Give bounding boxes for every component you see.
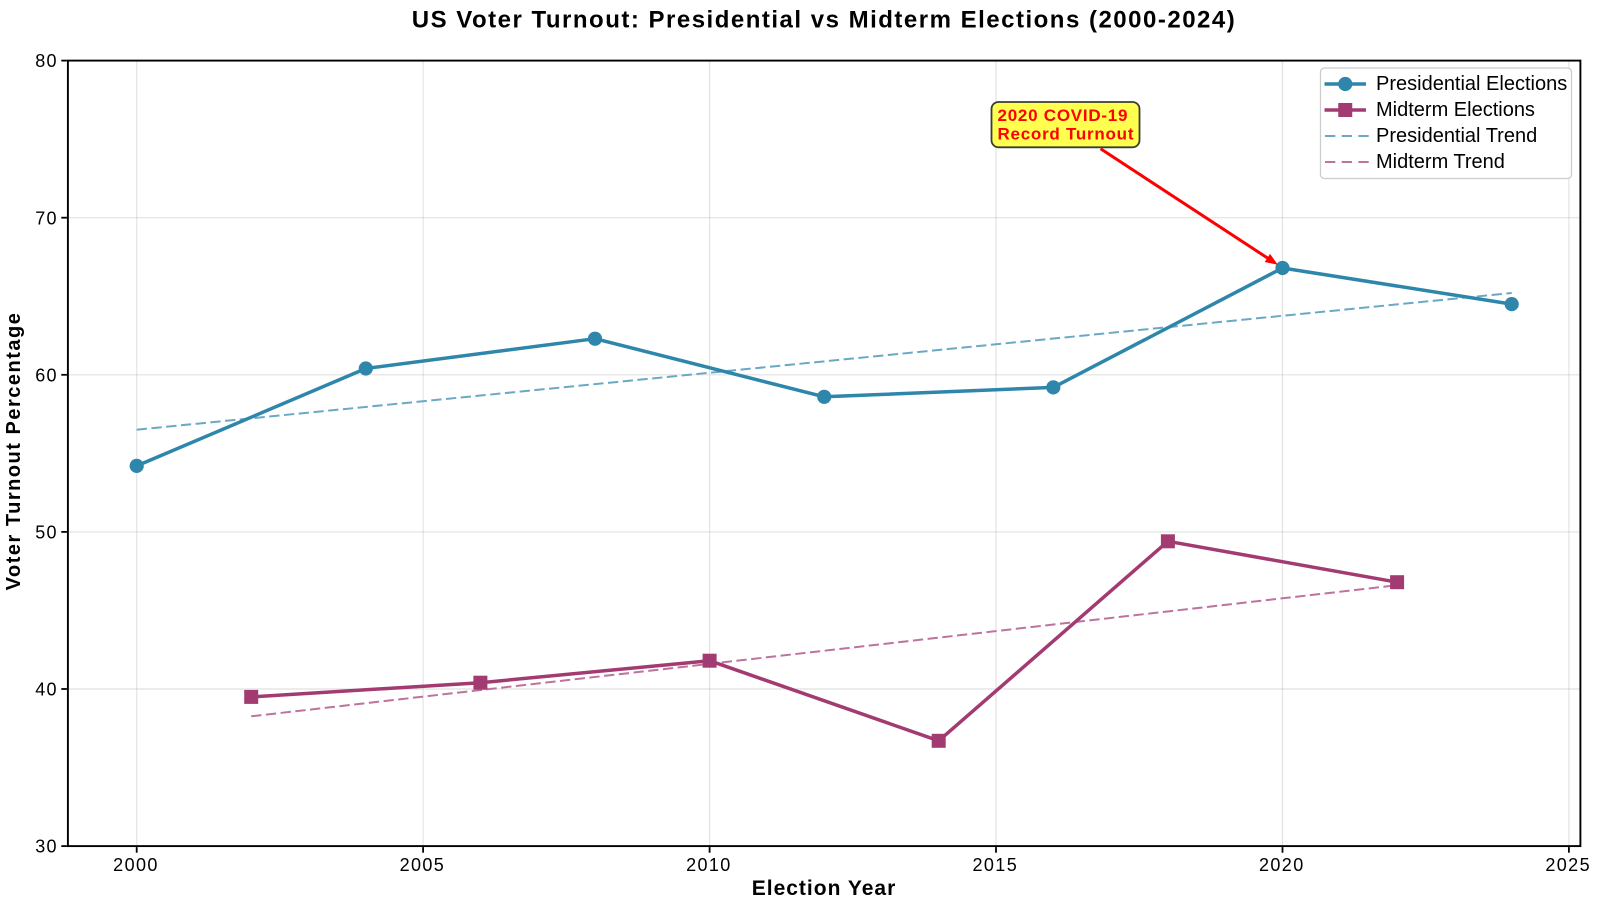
svg-text:Presidential Trend: Presidential Trend	[1376, 125, 1537, 147]
svg-text:40: 40	[35, 680, 57, 700]
svg-text:Presidential Elections: Presidential Elections	[1376, 73, 1567, 95]
svg-text:2020 COVID-19: 2020 COVID-19	[998, 106, 1129, 125]
svg-text:US Voter Turnout: Presidential: US Voter Turnout: Presidential vs Midter…	[412, 7, 1236, 34]
svg-text:80: 80	[35, 51, 57, 71]
svg-text:2025: 2025	[1545, 855, 1591, 875]
svg-text:60: 60	[35, 365, 57, 385]
svg-text:50: 50	[35, 523, 57, 543]
svg-text:70: 70	[35, 208, 57, 228]
svg-text:Midterm Elections: Midterm Elections	[1376, 99, 1535, 121]
svg-text:Midterm Trend: Midterm Trend	[1376, 151, 1505, 173]
svg-text:2005: 2005	[400, 855, 446, 875]
svg-text:2020: 2020	[1259, 855, 1305, 875]
svg-text:2015: 2015	[972, 855, 1018, 875]
svg-text:Record Turnout: Record Turnout	[998, 125, 1135, 144]
svg-text:30: 30	[35, 837, 57, 857]
svg-text:Voter Turnout Percentage: Voter Turnout Percentage	[3, 312, 25, 591]
svg-text:Election Year: Election Year	[752, 877, 897, 900]
svg-text:2010: 2010	[686, 855, 732, 875]
svg-text:2000: 2000	[113, 855, 159, 875]
